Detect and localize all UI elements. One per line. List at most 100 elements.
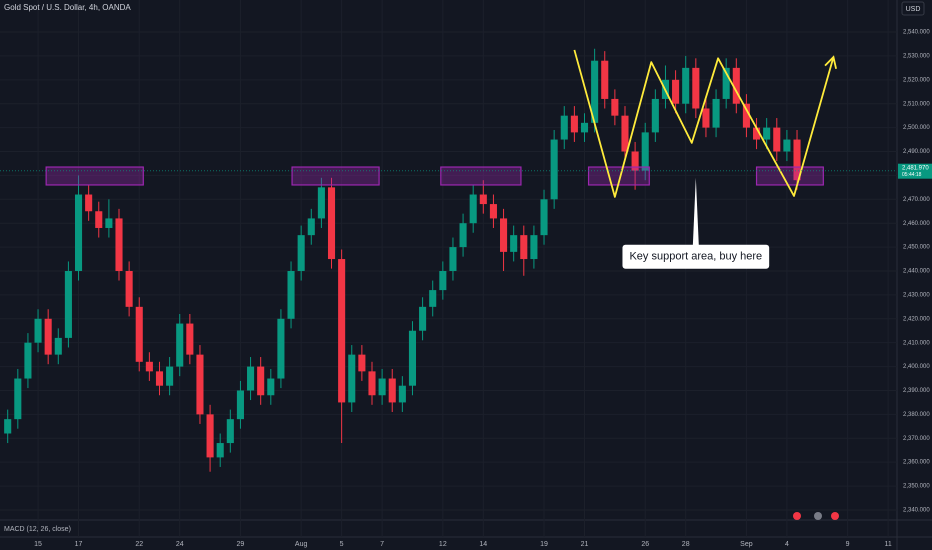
currency: USD bbox=[906, 6, 921, 13]
grid bbox=[0, 0, 897, 537]
y-tick-label: 2,340.000 bbox=[903, 508, 930, 514]
x-tick-label: 26 bbox=[641, 541, 649, 548]
y-tick-label: 2,530.000 bbox=[903, 53, 930, 59]
y-tick-label: 2,470.000 bbox=[903, 197, 930, 203]
candle-body bbox=[601, 60, 609, 99]
candle-body bbox=[560, 115, 568, 140]
candle-body bbox=[651, 98, 659, 133]
countdown: 05:44:18 bbox=[902, 172, 922, 178]
last-price-box bbox=[898, 163, 932, 179]
y-tick-label: 2,510.000 bbox=[903, 101, 930, 107]
candle-body bbox=[155, 371, 164, 386]
candle-body bbox=[368, 371, 376, 396]
x-tick-label: 11 bbox=[884, 541, 891, 548]
currency-box[interactable] bbox=[901, 1, 925, 16]
candle-body bbox=[570, 115, 578, 133]
candle-body bbox=[105, 218, 113, 228]
event-icon[interactable] bbox=[831, 512, 839, 520]
candle-body bbox=[682, 67, 690, 104]
candle-body bbox=[591, 60, 599, 123]
candle-body bbox=[429, 290, 437, 307]
candle-body bbox=[307, 218, 315, 236]
candle-body bbox=[510, 235, 518, 252]
candle-body bbox=[530, 235, 538, 260]
candle-body bbox=[479, 194, 487, 205]
candle-body bbox=[449, 247, 457, 271]
event-icon[interactable] bbox=[793, 512, 801, 520]
y-tick-label: 2,370.000 bbox=[903, 436, 930, 442]
candle-body bbox=[520, 235, 528, 260]
x-tick-label: 28 bbox=[682, 541, 690, 548]
callout-pointer bbox=[692, 177, 699, 246]
candle-body bbox=[722, 67, 730, 99]
candle-body bbox=[206, 414, 214, 458]
x-tick-label: 4 bbox=[785, 541, 789, 548]
candle-body bbox=[236, 390, 244, 420]
candle-body bbox=[641, 132, 649, 171]
candle-body bbox=[783, 139, 791, 152]
indicator-label: MACD (12, 26, close) bbox=[4, 526, 71, 533]
callout-text: Key support area, buy here bbox=[629, 251, 762, 263]
x-tick-label: 24 bbox=[176, 541, 184, 548]
candle-body bbox=[74, 194, 83, 271]
pattern-arrowhead bbox=[824, 55, 837, 70]
y-tick-label: 2,400.000 bbox=[903, 364, 930, 370]
event-icon[interactable] bbox=[814, 512, 822, 520]
candle-body bbox=[115, 218, 123, 271]
candle-body bbox=[216, 443, 224, 458]
candle-body bbox=[469, 194, 477, 224]
candle-body bbox=[44, 318, 52, 355]
candle-body bbox=[54, 337, 62, 355]
y-tick-label: 2,380.000 bbox=[903, 412, 930, 418]
candle-body bbox=[64, 270, 72, 338]
candle-body bbox=[459, 223, 467, 248]
candle-body bbox=[14, 378, 22, 420]
x-tick-label: 14 bbox=[479, 541, 487, 548]
chart-title: Gold Spot / U.S. Dollar, 4h, OANDA bbox=[4, 3, 131, 12]
y-tick-label: 2,360.000 bbox=[903, 460, 930, 466]
y-tick-label: 2,500.000 bbox=[903, 125, 930, 131]
candle-body bbox=[439, 270, 447, 291]
last-price-label: 2,481.970 bbox=[902, 165, 929, 171]
candle-body bbox=[408, 330, 417, 386]
candle-body bbox=[327, 187, 336, 260]
candle-body bbox=[196, 354, 204, 415]
support-zone bbox=[440, 166, 522, 186]
candle-body bbox=[145, 361, 153, 372]
x-tick-label: 7 bbox=[380, 541, 384, 548]
x-tick-label: Aug bbox=[295, 541, 308, 548]
candle-body bbox=[692, 67, 700, 109]
marks bbox=[4, 48, 801, 472]
candle-body bbox=[631, 151, 639, 171]
y-tick-label: 2,460.000 bbox=[903, 221, 930, 227]
candle-body bbox=[166, 366, 174, 386]
x-tick-label: 29 bbox=[237, 541, 245, 548]
x-tick-label: Sep bbox=[740, 541, 753, 548]
candle-body bbox=[297, 235, 305, 271]
candle-body bbox=[247, 366, 255, 391]
candle-body bbox=[267, 378, 275, 396]
candle-body bbox=[500, 218, 508, 252]
candle-body bbox=[24, 342, 32, 379]
candle-body bbox=[489, 204, 497, 219]
candle-body bbox=[388, 378, 396, 403]
x-tick-label: 9 bbox=[846, 541, 850, 548]
candle-body bbox=[287, 270, 295, 319]
candle-body bbox=[702, 108, 710, 128]
pattern-line bbox=[573, 49, 835, 198]
candle-body bbox=[793, 139, 801, 181]
candle-body bbox=[398, 385, 406, 403]
candle-body bbox=[378, 378, 386, 396]
y-tick-label: 2,430.000 bbox=[903, 292, 930, 298]
x-tick-label: 12 bbox=[439, 541, 447, 548]
candle-body bbox=[540, 199, 548, 236]
support-zone bbox=[45, 166, 144, 186]
x-tick-label: 17 bbox=[75, 541, 83, 548]
candle-body bbox=[338, 259, 346, 403]
y-tick-label: 2,440.000 bbox=[903, 269, 930, 275]
candle-body bbox=[348, 354, 356, 403]
support-zone bbox=[755, 166, 824, 186]
candle-body bbox=[752, 127, 761, 140]
